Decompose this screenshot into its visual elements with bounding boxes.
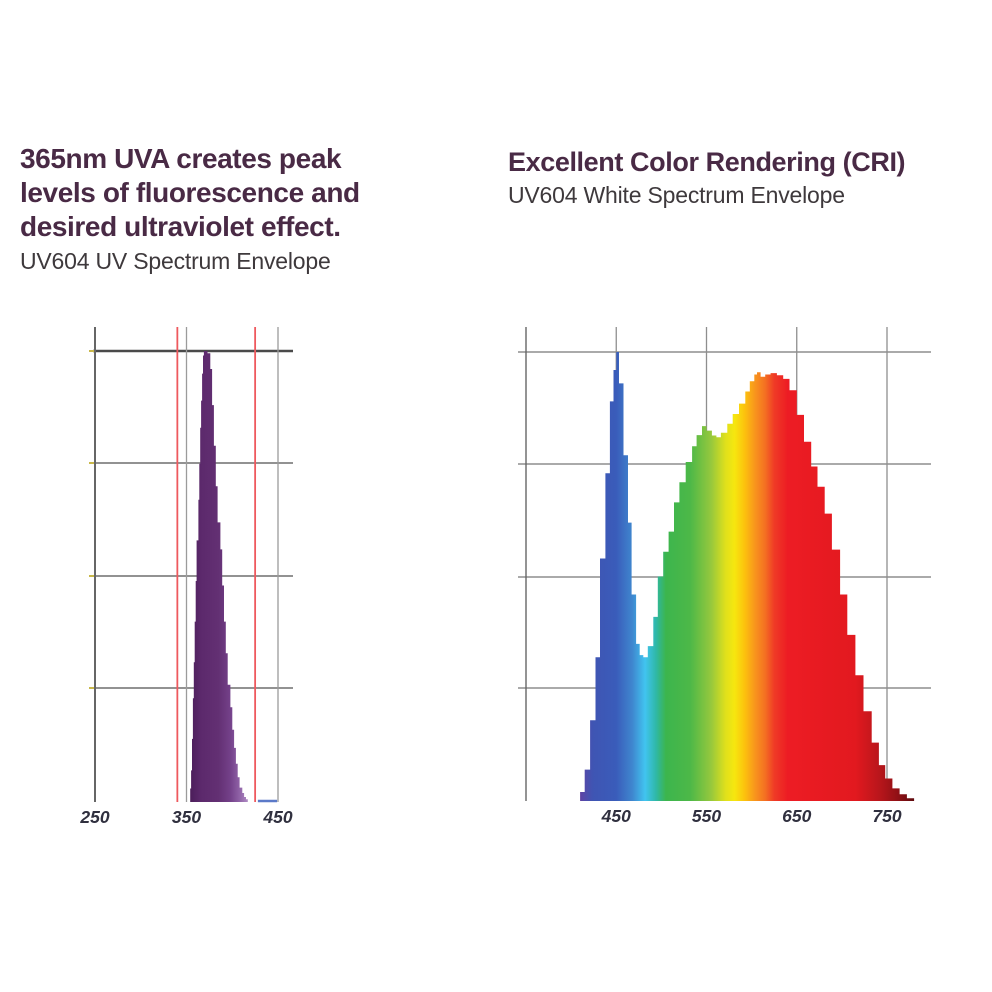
right-panel-heading: Excellent Color Rendering (CRI)	[508, 147, 906, 177]
x-tick-label: 550	[692, 806, 721, 826]
left-heading-line-3: desired ultraviolet effect.	[20, 211, 341, 242]
x-tick-label: 450	[262, 807, 292, 827]
uv-spectrum-chart: 250 350 450	[79, 327, 293, 827]
x-tick-label: 450	[601, 806, 631, 826]
spectrum-envelope-area	[189, 351, 248, 802]
x-tick-label: 750	[872, 806, 901, 826]
left-panel-subtitle: UV604 UV Spectrum Envelope	[20, 248, 331, 274]
left-panel-heading: 365nm UVA creates peak levels of fluores…	[20, 142, 440, 244]
left-heading-line-2: levels of fluorescence and	[20, 177, 360, 208]
x-tick-label: 650	[782, 806, 811, 826]
white-spectrum-chart: 450 550 650 750	[518, 327, 931, 826]
x-tick-label: 350	[172, 807, 201, 827]
spectrum-envelope-area	[576, 352, 915, 801]
left-heading-line-1: 365nm UVA creates peak	[20, 143, 342, 174]
x-tick-label: 250	[79, 807, 109, 827]
right-panel-subtitle: UV604 White Spectrum Envelope	[508, 182, 845, 208]
